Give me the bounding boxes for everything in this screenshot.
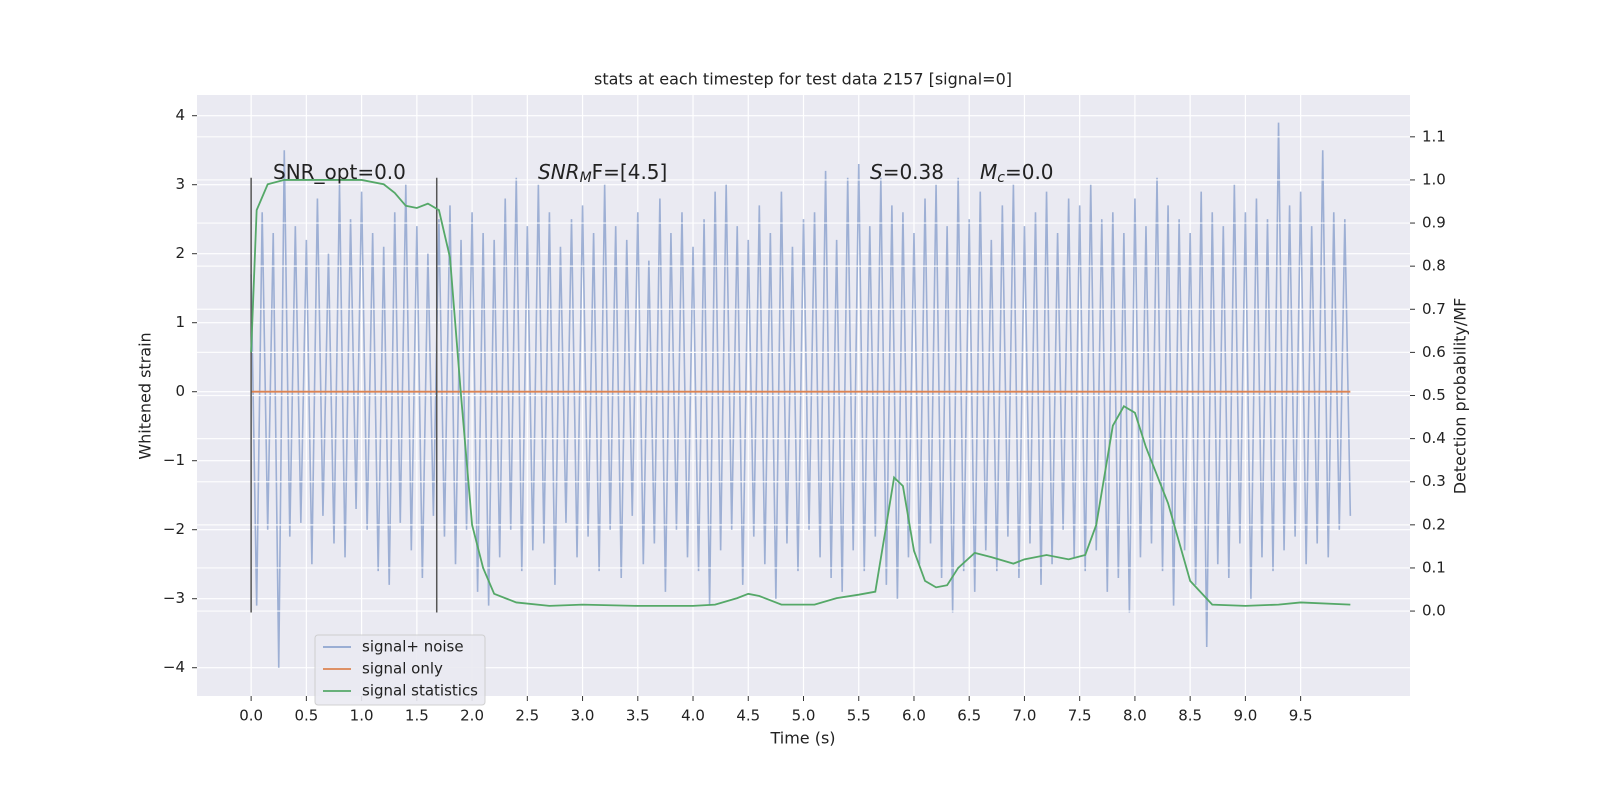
annotation-part: c (997, 170, 1005, 186)
x-tick-label: 6.5 (957, 707, 981, 725)
y2-tick-label: 0.5 (1422, 386, 1446, 404)
y-tick-label: −3 (163, 589, 185, 607)
y-tick-label: 0 (175, 382, 185, 400)
y2-tick-label: 0.1 (1422, 558, 1446, 576)
x-tick-label: 4.5 (736, 707, 760, 725)
annotation: Mc=0.0 (980, 160, 1054, 187)
y-tick-label: −4 (163, 658, 185, 676)
x-tick-label: 7.0 (1013, 707, 1037, 725)
y-axis-label: Whitened strain (136, 332, 155, 459)
x-axis-label: Time (s) (769, 729, 835, 748)
legend: signal+ noise signal only signal statistic… (314, 634, 486, 706)
series-line (250, 179, 1351, 607)
x-tick-label: 9.5 (1289, 707, 1313, 725)
y-tick-label: 3 (175, 175, 185, 193)
x-tick-label: 7.5 (1068, 707, 1092, 725)
x-tick-label: 2.0 (460, 707, 484, 725)
x-tick-label: 2.5 (515, 707, 539, 725)
annotation: SNRMF=[4.5] (538, 160, 667, 187)
y2-tick-label: 0.2 (1422, 515, 1446, 533)
annotation-part: F=[4.5] (592, 160, 668, 184)
annotation-part: SNR (538, 160, 580, 184)
annotation-part: S (870, 160, 883, 184)
legend-label: signal statistics (362, 682, 478, 700)
annotation-part: =0.0 (1005, 160, 1054, 184)
x-tick-label: 3.0 (571, 707, 595, 725)
y2-axis-label: Detection probability/MF (1451, 298, 1470, 495)
x-tick-label: 5.5 (847, 707, 871, 725)
x-tick-label: 1.0 (350, 707, 374, 725)
y-tick-label: 4 (175, 106, 185, 124)
y2-tick-label: 1.0 (1422, 170, 1446, 188)
x-tick-label: 1.5 (405, 707, 429, 725)
y2-tick-label: 0.8 (1422, 257, 1446, 275)
x-tick-label: 6.0 (902, 707, 926, 725)
legend-label: signal only (362, 660, 443, 678)
x-tick-label: 5.0 (792, 707, 816, 725)
x-tick-label: 3.5 (626, 707, 650, 725)
annotation-part: M (580, 170, 592, 186)
x-tick-label: 8.0 (1123, 707, 1147, 725)
x-tick-label: 4.0 (681, 707, 705, 725)
y-tick-label: −2 (163, 520, 185, 538)
annotation: S=0.38 (870, 160, 944, 184)
y-tick-label: −1 (163, 451, 185, 469)
y2-tick-label: 0.3 (1422, 472, 1446, 490)
legend-box (314, 634, 486, 706)
y2-tick-label: 1.1 (1422, 127, 1446, 145)
legend-label: signal+ noise (362, 638, 464, 656)
annotation: SNR_opt=0.0 (273, 160, 406, 184)
x-tick-label: 9.0 (1233, 707, 1257, 725)
x-tick-label: 0.5 (294, 707, 318, 725)
chart-title: stats at each timestep for test data 215… (594, 70, 1012, 89)
y-tick-label: 2 (175, 244, 185, 262)
y2-tick-label: 0.0 (1422, 602, 1446, 620)
annotation-part: M (980, 160, 997, 184)
annotation-part: SNR_opt=0.0 (273, 160, 406, 184)
y2-tick-label: 0.7 (1422, 300, 1446, 318)
y2-tick-label: 0.9 (1422, 214, 1446, 232)
y-tick-label: 1 (175, 313, 185, 331)
annotation-part: =0.38 (883, 160, 944, 184)
y2-tick-label: 0.6 (1422, 343, 1446, 361)
y2-tick-label: 0.4 (1422, 429, 1446, 447)
x-tick-label: 8.5 (1178, 707, 1202, 725)
x-tick-label: 0.0 (239, 707, 263, 725)
